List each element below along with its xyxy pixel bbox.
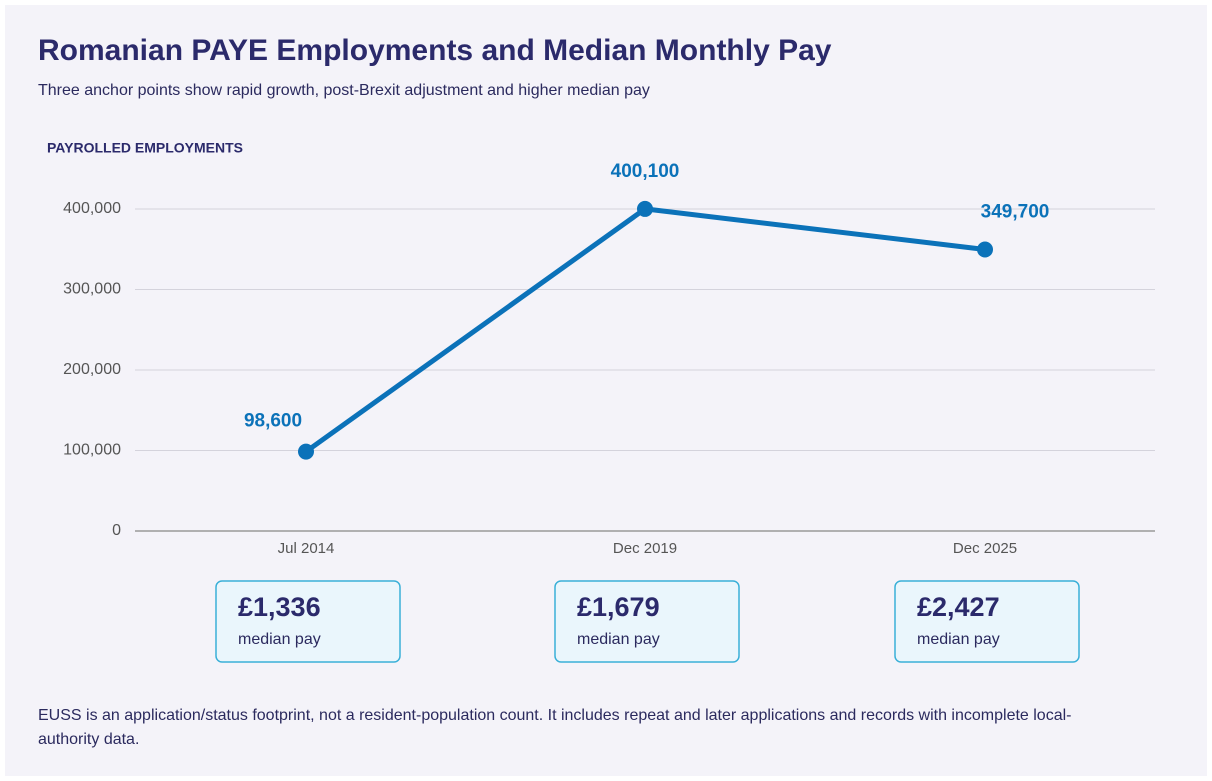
point [977,241,993,258]
point [298,443,314,460]
chart-title: Romanian PAYE Employments and Median Mon… [38,34,832,67]
x-tick-label: Jul 2014 [278,540,335,557]
pay-label: median pay [917,631,1000,648]
data-label: 400,100 [611,161,680,182]
y-tick-label: 400,000 [63,200,121,217]
pay-box [894,580,1080,663]
x-tick-label: Dec 2019 [613,540,677,557]
y-tick-label: 100,000 [63,442,121,459]
y-tick-label: 0 [112,522,121,539]
data-label: 98,600 [244,411,302,432]
pay-value: £1,679 [577,592,660,622]
chart-subtitle: Three anchor points show rapid growth, p… [38,82,650,99]
footnote: EUSS is an application/status footprint,… [38,707,1072,748]
x-tick-label: Dec 2025 [953,540,1017,557]
y-tick-label: 200,000 [63,361,121,378]
pay-label: median pay [577,631,660,648]
y-tick-label: 300,000 [63,281,121,298]
y-axis-label: PAYROLLED EMPLOYMENTS [47,140,243,156]
pay-value: £2,427 [917,592,1000,622]
pay-box [554,580,740,663]
pay-value: £1,336 [238,592,321,622]
pay-label: median pay [238,631,321,648]
point [637,200,653,217]
pay-box [215,580,401,663]
data-label: 349,700 [981,202,1050,223]
